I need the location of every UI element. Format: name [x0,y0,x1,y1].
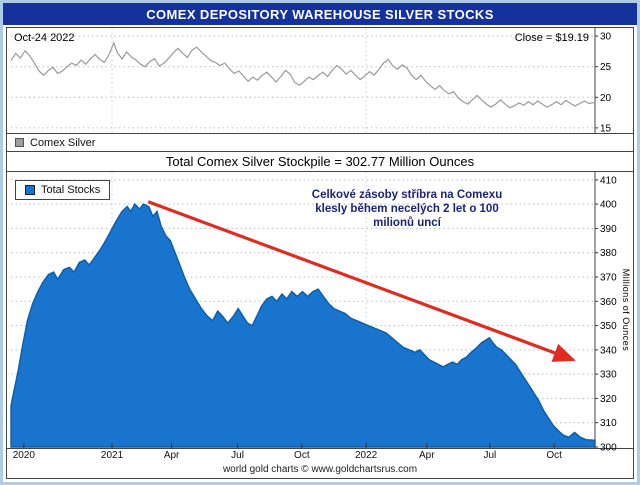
trend-arrow [147,200,576,362]
annotation-line-1: Celkové zásoby stříbra na Comexu [311,189,503,201]
y-tick-label: 30 [600,32,612,43]
price-legend-swatch-icon [15,138,24,147]
x-tick-label: 2022 [354,450,378,461]
x-tick-label: Apr [163,450,180,461]
total-stocks-panel: 300 310 320 330 340 350 360 370 380 390 400 410 Tot… [7,172,633,454]
x-tick-label: Oct [294,450,310,461]
y-tick-label: 15 [600,123,612,134]
y-tick-label: 310 [600,418,617,429]
y-tick-label: 380 [600,248,617,259]
czech-annotation: Celkové zásoby stříbra na Comexu klesly … [290,188,524,230]
title-bar: COMEX DEPOSITORY WAREHOUSE SILVER STOCKS [3,3,637,25]
stocks-legend-swatch-icon [25,185,35,195]
x-tick-label: Jul [231,450,244,461]
x-tick-label: Apr [419,450,435,461]
annotation-line-3: milionů uncí [373,217,441,229]
y-tick-label: 370 [600,273,617,284]
close-price-label: Close = $19.19 [514,32,589,44]
silver-price-chart: 15 20 25 30 [10,28,612,134]
x-tick-label: Jul [483,450,497,461]
y-tick-label: 20 [600,93,612,104]
y-tick-label: 350 [600,321,617,332]
x-tick-label: 2021 [100,450,124,461]
y-tick-label: 330 [600,370,617,381]
chart-frame: 15 20 25 30 Oct-24 2022 Close = $19.19 Come… [6,27,634,479]
x-tick-label: Oct [546,450,562,461]
annotation-line-2: klesly během necelých 2 let o 100 [315,203,499,215]
silver-price-panel: 15 20 25 30 Oct-24 2022 Close = $19.19 Come… [7,28,633,152]
y-tick-label: 360 [600,297,617,308]
y-tick-label: 390 [600,224,617,235]
price-legend: Comex Silver [7,133,633,151]
y-tick-label: 400 [600,200,617,211]
price-legend-label: Comex Silver [30,136,96,149]
stocks-legend-label: Total Stocks [41,184,101,196]
x-axis-labels: 2020 2021 Apr Jul Oct 2022 Apr Jul Oct [7,449,633,462]
credit-footer: world gold charts © www.goldchartsrus.co… [222,464,418,475]
y-tick-label: 25 [600,62,612,73]
y-tick-label: 410 [600,175,617,186]
area-series [10,202,596,448]
total-stocks-chart: 300 310 320 330 340 350 360 370 380 390 400 410 [10,172,617,454]
y-tick-label: 320 [600,394,617,405]
y-tick-label: 300 [600,443,617,454]
stockpile-title: Total Comex Silver Stockpile = 302.77 Mi… [7,152,633,172]
stocks-legend: Total Stocks [15,180,111,200]
x-tick-label: 2020 [12,450,35,461]
y-tick-label: 340 [600,345,617,356]
y-axis-title: Millions of Ounces [621,268,631,352]
line-series [10,41,596,109]
page-title: COMEX DEPOSITORY WAREHOUSE SILVER STOCKS [146,6,494,22]
date-label: Oct-24 2022 [14,32,75,44]
